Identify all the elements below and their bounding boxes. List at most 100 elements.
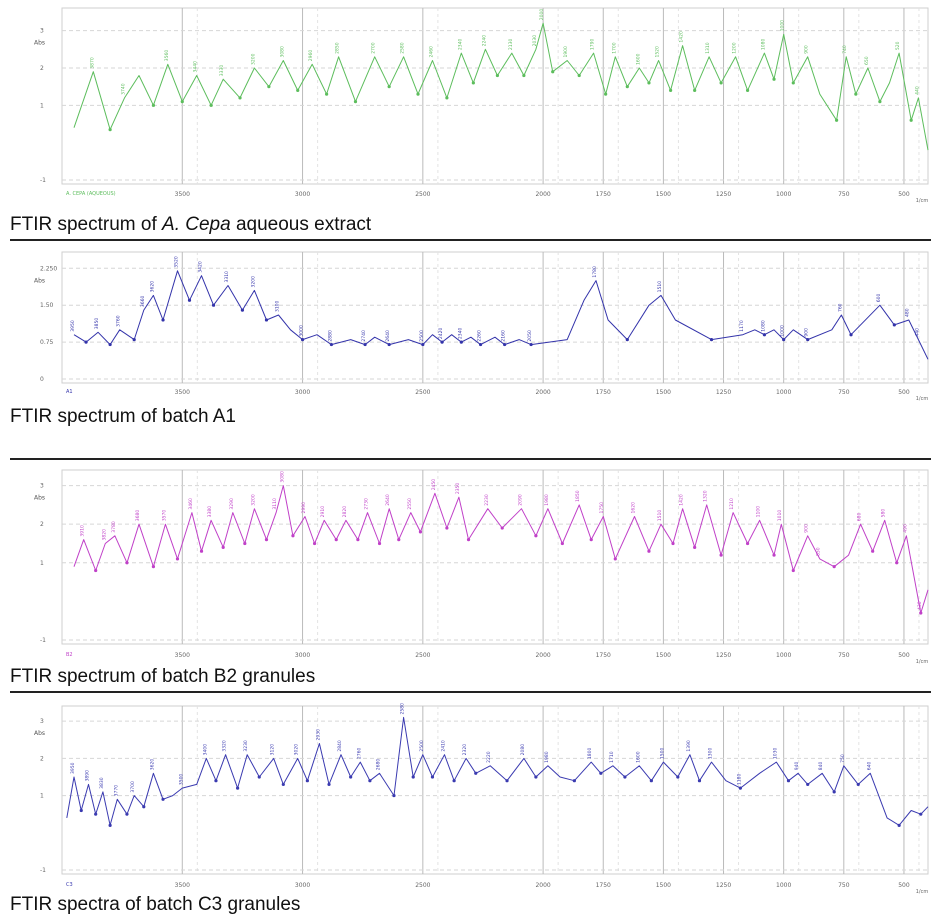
valley-marker <box>505 779 509 783</box>
peak-label: 1790 <box>590 38 596 50</box>
peak-label: 3000 <box>299 325 305 337</box>
x-tick-label: 750 <box>838 652 850 659</box>
valley-marker <box>719 81 723 85</box>
chart-batch-a1: 3500 3000 2500 2000 1750 1500 1250 1000 750 500 1/… <box>34 251 929 402</box>
peak-label: 2730 <box>364 498 370 510</box>
valley-marker <box>791 81 795 85</box>
peak-label: 1100 <box>756 506 762 518</box>
valley-marker <box>291 534 295 538</box>
valley-marker <box>349 775 353 779</box>
y-tick-label: 3 <box>40 718 44 725</box>
peak-label: 3950 <box>70 320 76 332</box>
peak-label: 3570 <box>161 510 167 522</box>
y-tick-label: 2 <box>40 755 44 762</box>
peak-label: 2340 <box>457 38 463 50</box>
peak-label: 2240 <box>481 35 487 47</box>
peak-label: 1980 <box>544 494 550 506</box>
x-tick-label: 1000 <box>776 882 791 889</box>
valley-marker <box>397 538 401 542</box>
valley-marker <box>214 779 218 783</box>
peak-label: 3330 <box>219 65 225 77</box>
valley-marker <box>264 318 269 322</box>
x-tick-label: 1250 <box>716 652 731 659</box>
peak-label: 1000 <box>780 325 786 337</box>
valley-marker <box>108 128 112 132</box>
peak-label: 2450 <box>431 479 437 491</box>
plot-frame <box>61 469 929 645</box>
x-tick-label: 750 <box>838 389 850 396</box>
valley-marker <box>459 340 463 344</box>
valley-marker <box>411 775 415 779</box>
valley-marker <box>329 342 334 347</box>
peak-label: 490 <box>902 524 908 533</box>
peak-label: 600 <box>876 293 882 302</box>
spectrum-line <box>66 716 929 826</box>
valley-marker <box>589 538 593 542</box>
y-tick-label: 1.50 <box>40 302 54 309</box>
valley-marker <box>529 342 533 347</box>
x-tick-label: 750 <box>838 882 850 889</box>
chart-batch-b2: 3500 3000 2500 2000 1750 1500 1250 1000 750 500 1/… <box>34 469 929 665</box>
peak-label: 3320 <box>222 740 228 752</box>
valley-marker <box>151 565 156 569</box>
chart-caption-batch-b2: FTIR spectrum of batch B2 granules <box>10 666 316 687</box>
valley-marker <box>522 73 526 78</box>
valley-marker <box>647 549 651 553</box>
valley-marker <box>623 775 627 779</box>
y-tick-label: 2 <box>40 521 44 528</box>
valley-marker <box>305 779 309 783</box>
peak-label: 2030 <box>532 35 538 47</box>
peak-label: 2410 <box>440 740 446 752</box>
peak-label: 1420 <box>679 31 685 43</box>
peak-label: 1710 <box>609 751 615 763</box>
x-tick-label: 500 <box>898 652 910 659</box>
valley-marker <box>474 771 478 775</box>
valley-marker <box>738 786 742 790</box>
peak-label: 1200 <box>732 42 738 54</box>
peak-label: 3620 <box>149 759 155 771</box>
peak-label: 1080 <box>760 320 766 332</box>
valley-marker <box>892 323 896 327</box>
valley-marker <box>236 786 240 790</box>
y-axis-label: Abs <box>34 730 45 737</box>
peak-label: 430 <box>917 601 923 610</box>
peak-label: 1030 <box>772 748 778 760</box>
peak-label: 3660 <box>140 296 146 308</box>
peak-label: 2850 <box>335 42 341 54</box>
valley-marker <box>221 545 225 549</box>
valley-marker <box>466 538 471 542</box>
x-tick-label: 3000 <box>295 389 310 396</box>
x-tick-label: 1250 <box>716 882 731 889</box>
peak-label: 1320 <box>703 490 709 502</box>
peak-label: 850 <box>816 547 822 556</box>
valley-marker <box>327 782 331 787</box>
valley-marker <box>895 561 899 565</box>
valley-marker <box>762 333 767 337</box>
x-tick-label: 500 <box>898 882 910 889</box>
peak-label: 900 <box>804 45 810 54</box>
y-axis-label: Abs <box>34 495 45 502</box>
valley-marker <box>264 538 269 542</box>
valley-marker <box>745 88 750 92</box>
chart-caption-batch-c3: FTIR spectra of batch C3 granules <box>10 894 301 915</box>
valley-marker <box>572 779 576 783</box>
peak-label: 2000 <box>539 9 545 21</box>
peak-label: 3910 <box>80 525 86 537</box>
y-tick-label: 2.250 <box>40 265 57 272</box>
valley-marker <box>108 823 112 827</box>
valley-marker <box>897 823 901 827</box>
peak-label: 3230 <box>243 740 249 752</box>
peak-label: 2350 <box>455 483 461 495</box>
valley-marker <box>300 338 305 342</box>
spectrum-line <box>73 22 929 151</box>
valley-marker <box>649 779 653 783</box>
valley-marker <box>613 557 617 561</box>
valley-marker <box>94 812 98 816</box>
x-tick-label: 2000 <box>535 652 550 659</box>
peak-label: 2090 <box>517 494 523 506</box>
valley-marker <box>647 81 651 85</box>
valley-marker <box>84 340 88 344</box>
valley-marker <box>445 96 449 100</box>
valley-marker <box>832 565 836 569</box>
peak-label: 1180 <box>736 774 742 786</box>
